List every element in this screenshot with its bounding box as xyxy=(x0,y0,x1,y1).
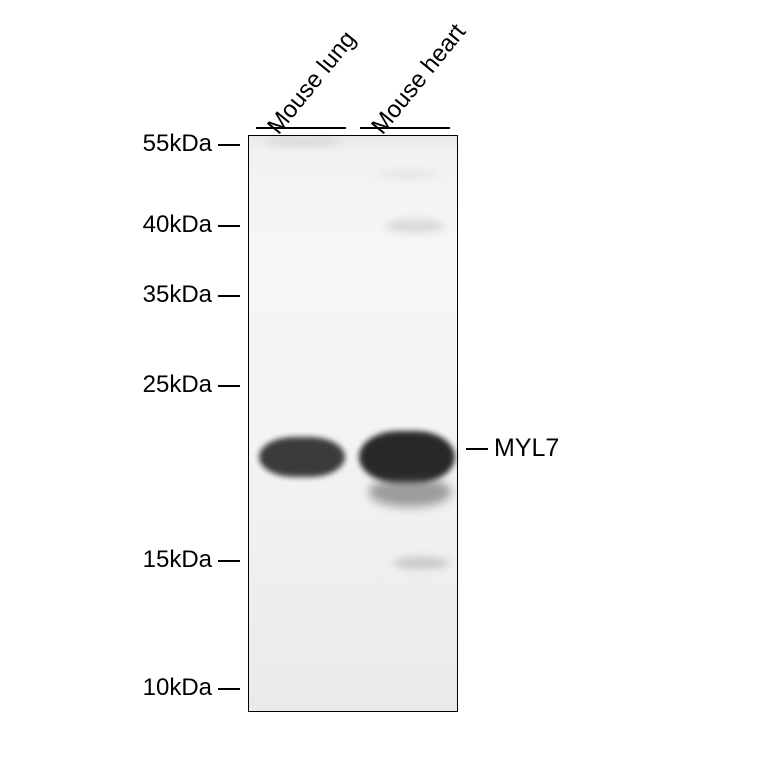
lane-label-1: Mouse lung xyxy=(262,26,362,140)
marker-tick-25 xyxy=(218,385,240,387)
faint-band-lane2-15k xyxy=(393,557,449,569)
marker-10kda: 10kDa xyxy=(130,674,212,702)
lane-2-text: Mouse heart xyxy=(366,19,471,140)
western-blot-figure: Mouse lung Mouse heart 55kDa 40kDa 35k xyxy=(0,0,764,764)
marker-tick-40 xyxy=(218,225,240,227)
marker-tick-35 xyxy=(218,295,240,297)
band-myl7-lane2 xyxy=(359,431,455,483)
protein-tick xyxy=(466,448,488,450)
marker-tick-10 xyxy=(218,688,240,690)
marker-25kda: 25kDa xyxy=(130,371,212,399)
marker-40kda: 40kDa xyxy=(130,211,212,239)
band-myl7-lane1 xyxy=(259,437,345,477)
faint-band-lane1-top xyxy=(265,137,341,147)
faint-band-lane2-40k xyxy=(385,219,445,233)
protein-label-myl7: MYL7 xyxy=(494,434,559,463)
lane-1-text: Mouse lung xyxy=(262,26,361,139)
lane-1-underline xyxy=(256,127,346,129)
marker-35kda: 35kDa xyxy=(130,281,212,309)
faint-band-lane2-upper xyxy=(379,169,439,179)
blot-membrane xyxy=(248,135,458,712)
smear-lane2 xyxy=(369,479,451,507)
lane-2-underline xyxy=(360,127,450,129)
marker-15kda: 15kDa xyxy=(130,546,212,574)
marker-55kda: 55kDa xyxy=(130,130,212,158)
marker-tick-15 xyxy=(218,560,240,562)
lane-label-2: Mouse heart xyxy=(366,19,472,140)
marker-tick-55 xyxy=(218,144,240,146)
